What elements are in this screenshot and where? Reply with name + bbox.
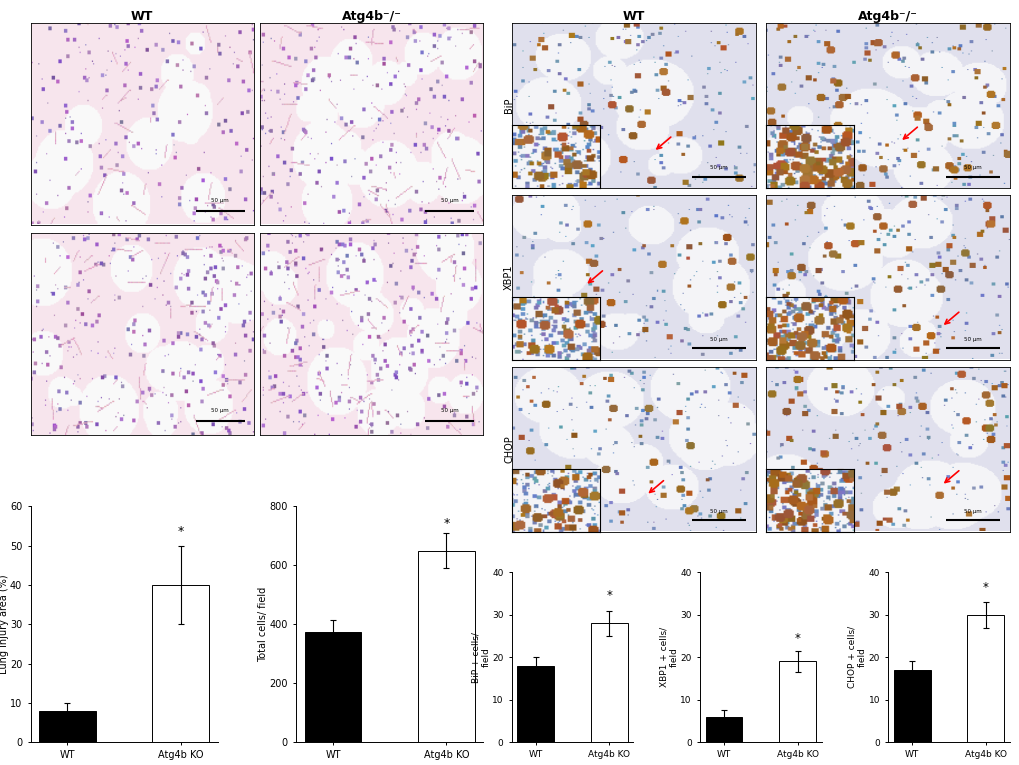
Title: Atg4b⁻/⁻: Atg4b⁻/⁻ — [341, 10, 401, 23]
Y-axis label: BiP + cells/
field: BiP + cells/ field — [471, 632, 490, 682]
Y-axis label: XBP1: XBP1 — [503, 265, 514, 290]
Text: 50 μm: 50 μm — [211, 408, 229, 413]
Text: 50 μm: 50 μm — [963, 337, 981, 342]
Y-axis label: CHOP + cells/
field: CHOP + cells/ field — [847, 627, 866, 688]
Text: 50 μm: 50 μm — [710, 509, 728, 513]
Title: WT: WT — [622, 10, 644, 23]
Text: *: * — [443, 517, 449, 530]
Y-axis label: Lung injury area (%): Lung injury area (%) — [0, 575, 8, 674]
Text: 50 μm: 50 μm — [440, 408, 459, 413]
Title: WT: WT — [130, 10, 153, 23]
Bar — [893, 670, 929, 742]
Text: 50 μm: 50 μm — [963, 509, 981, 513]
Bar — [305, 632, 361, 742]
Title: Atg4b⁻/⁻: Atg4b⁻/⁻ — [857, 10, 917, 23]
Text: *: * — [794, 632, 800, 645]
Text: *: * — [982, 581, 987, 594]
Text: 50 μm: 50 μm — [211, 198, 229, 203]
Y-axis label: XBP1 + cells/
field: XBP1 + cells/ field — [659, 627, 679, 687]
Bar — [152, 585, 209, 742]
Text: 50 μm: 50 μm — [710, 165, 728, 170]
Y-axis label: CHOP: CHOP — [503, 435, 514, 463]
Text: 50 μm: 50 μm — [710, 337, 728, 342]
Bar — [590, 623, 627, 742]
Y-axis label: Total cells/ field: Total cells/ field — [258, 587, 268, 662]
Bar — [779, 662, 815, 742]
Text: 50 μm: 50 μm — [963, 165, 981, 170]
Text: *: * — [606, 589, 611, 602]
Bar — [517, 666, 553, 742]
Bar — [967, 615, 1004, 742]
Bar — [418, 551, 474, 742]
Text: *: * — [177, 525, 183, 538]
Bar — [705, 717, 742, 742]
Text: 50 μm: 50 μm — [440, 198, 459, 203]
Bar — [39, 711, 96, 742]
Y-axis label: BiP: BiP — [503, 98, 514, 113]
